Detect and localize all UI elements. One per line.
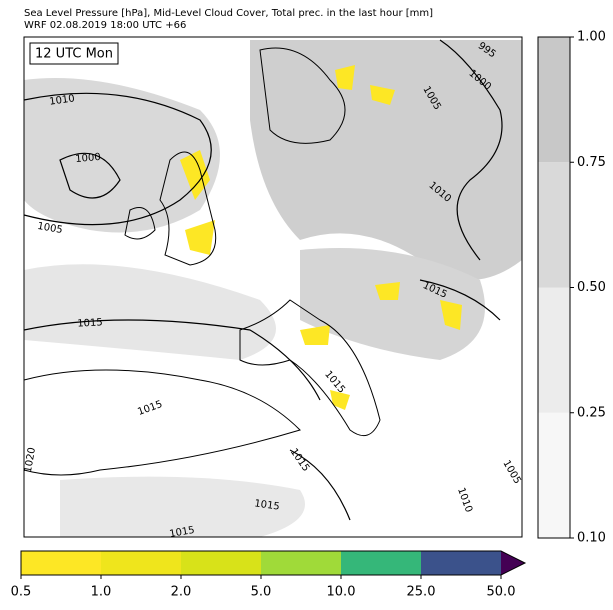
tick-label: 0.10 [577, 531, 606, 546]
colorbar-extend [501, 551, 525, 575]
title: Sea Level Pressure [hPa], Mid-Level Clou… [24, 8, 433, 19]
coastlines [23, 47, 381, 476]
colorbar-segment [538, 37, 570, 163]
colorbar-segment [21, 551, 101, 575]
contour-label: 1020 [23, 447, 38, 474]
tick-label: 5.0 [251, 585, 272, 600]
contour-label: 1015 [77, 317, 103, 329]
contour-label: 1005 [36, 221, 63, 236]
precip-areas [180, 65, 462, 410]
tick-label: 2.0 [171, 585, 192, 600]
cloud-colorbar: 0.10 0.25 0.50 0.75 1.00 [537, 30, 606, 546]
tick-label: 1.0 [91, 585, 112, 600]
colorbar-segment [538, 162, 570, 288]
tick-label: 1.00 [577, 30, 606, 45]
time-box [29, 42, 119, 65]
subtitle: WRF 02.08.2019 18:00 UTC +66 [24, 20, 186, 31]
tick-label: 50.0 [487, 585, 516, 600]
colorbar-segment [538, 412, 570, 538]
colorbar-segment [421, 551, 501, 575]
tick-label: 0.75 [577, 155, 606, 170]
colorbar-segment [101, 551, 181, 575]
contour-label: 1010 [49, 93, 76, 107]
tick-label: 0.25 [577, 405, 606, 420]
isobars [23, 39, 503, 521]
colorbar-segment [341, 551, 421, 575]
contour-label: 1000 [75, 152, 101, 165]
colorbar-segment [181, 551, 261, 575]
precip-colorbar: 0.5 1.0 2.0 5.0 10.0 25.0 50.0 [11, 550, 527, 600]
contour-label: 1015 [254, 498, 281, 512]
colorbar-frame [20, 550, 527, 576]
map: 12 UTC Mon 10101000100510159951000100510… [23, 36, 523, 540]
tick-label: 25.0 [407, 585, 436, 600]
tick-label: 0.50 [577, 280, 606, 295]
contour-label: 1015 [169, 525, 196, 540]
tick-label: 10.0 [327, 585, 356, 600]
tick-label: 0.5 [11, 585, 32, 600]
colorbar-segment [261, 551, 341, 575]
colorbar-segment [538, 287, 570, 413]
map-frame [23, 36, 523, 538]
time-label: 12 UTC Mon [35, 47, 113, 62]
cloud-areas [24, 40, 522, 537]
